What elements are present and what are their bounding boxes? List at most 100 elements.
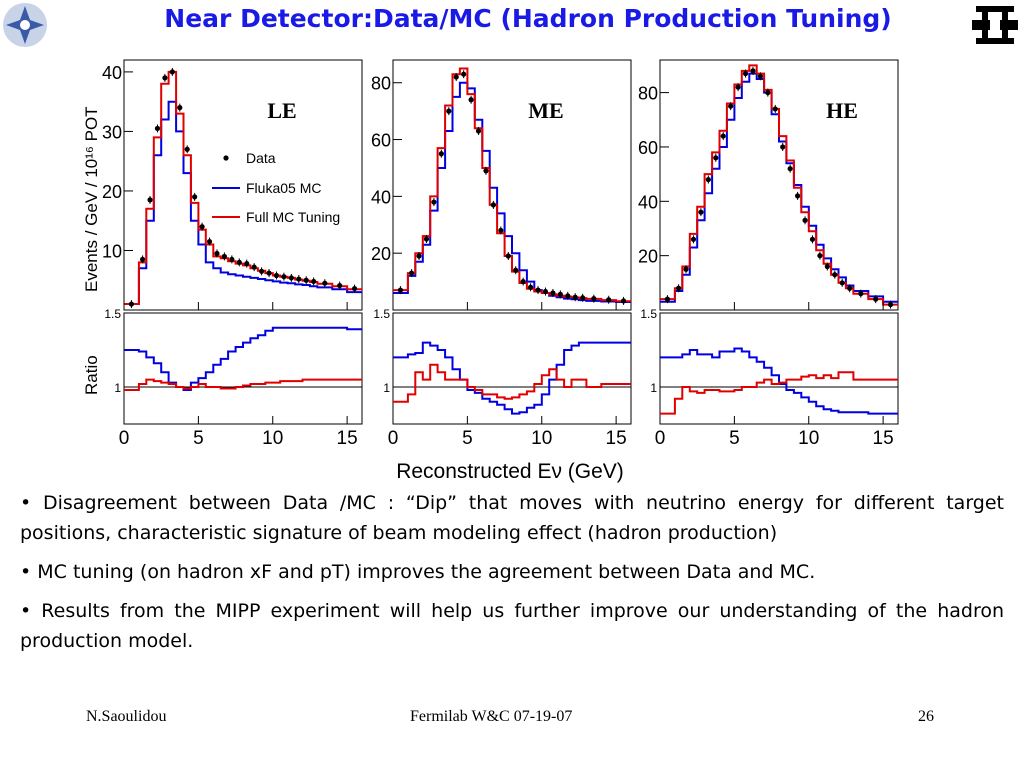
data-point [698,209,704,215]
data-point [303,277,309,283]
x-tick-label: 5 [462,428,473,449]
data-point [192,194,198,200]
ratio-frame-le [123,312,363,425]
fluka-mc-series-le [124,100,362,305]
data-point [311,278,317,285]
ratio-frame-me [392,312,632,425]
data-point [351,285,358,292]
data-point [337,282,343,289]
data-point [591,296,597,302]
data-point [713,155,719,161]
data-point [461,71,467,77]
data-point [229,256,235,263]
footer-event: Fermilab W&C 07-19-07 [410,708,573,725]
data-point [765,90,771,96]
data-point [128,301,135,307]
data-point [147,197,153,203]
data-point [750,68,756,74]
y-tick-label: 40 [371,187,391,207]
data-point [468,97,474,103]
ratio-fluka-series-he [660,347,898,415]
data-point [431,199,437,205]
data-point [675,285,682,291]
x-axis-label: Reconstructed Eν (GeV) [396,460,624,483]
data-point [408,270,415,276]
data-point [236,259,242,265]
data-point [557,291,563,297]
tuned-mc-series-me [393,67,631,303]
data-point [728,103,734,109]
data-point [873,296,879,302]
data-point [580,295,586,301]
data-point [809,236,816,242]
bullet-item: • MC tuning (on hadron xF and pT) improv… [20,561,816,583]
data-point [273,272,280,279]
data-point [498,227,504,234]
footer-page-number: 26 [918,708,934,725]
data-point [735,84,741,90]
data-point [258,268,265,274]
data-point [887,301,894,308]
legend-label: Fluka05 MC [246,180,321,196]
ratio-axis-label: Ratio [82,355,101,395]
y-tick-label: 40 [638,192,658,212]
data-point [683,266,689,272]
y-tick-label: 80 [638,84,658,104]
data-point [244,260,250,267]
ratio-tuned-series-le [124,378,362,391]
x-tick-label: 10 [798,428,819,449]
data-point [490,202,497,208]
x-tick-label: 5 [729,428,740,449]
footer-author: N.Saoulidou [86,708,167,725]
ratio-fluka-series-me [393,341,631,415]
ratio-tuned-series-me [393,363,631,403]
data-point [483,168,489,174]
data-point [720,133,726,139]
data-point [513,267,519,273]
x-tick-label: 0 [388,428,399,449]
data-point [690,236,697,242]
data-point [446,108,452,114]
data-point [780,144,786,150]
x-tick-label: 5 [193,428,204,449]
plot-frame-he [659,59,899,311]
panel-label-le: LE [267,98,296,123]
data-point [572,294,578,300]
panel-label-me: ME [528,98,563,123]
data-point [664,296,671,302]
data-point [520,278,526,285]
x-tick-label: 15 [873,428,894,449]
data-point [802,217,808,223]
x-tick-label: 10 [531,428,552,449]
data-point [550,290,556,296]
x-tick-label: 15 [606,428,627,449]
data-point [438,151,444,157]
ratio-tick-label: 1 [114,381,121,395]
data-point [565,293,571,299]
ratio-tick-label: 1.5 [640,307,657,321]
data-point [322,280,328,286]
data-point [542,288,549,295]
y-tick-label: 20 [371,244,391,264]
data-point [620,298,627,304]
data-point [757,73,764,79]
data-point [535,287,541,293]
tuned-mc-series-le [124,70,362,305]
ratio-tick-label: 1.5 [104,307,121,321]
bullet-item: • Results from the MIPP experiment will … [20,600,1004,652]
data-point [177,105,183,111]
x-tick-label: 15 [337,428,358,449]
legend-label: Full MC Tuning [246,209,340,225]
data-point [772,106,778,112]
y-tick-label: 30 [102,122,122,142]
y-tick-label: 80 [371,74,391,94]
y-tick-label: 20 [102,182,122,202]
data-point [794,193,801,199]
data-point [199,224,205,230]
ratio-tick-label: 1.5 [373,307,390,321]
y-tick-label: 60 [638,138,658,158]
ratio-tuned-series-he [660,371,898,415]
y-tick-label: 40 [102,63,122,83]
data-point [206,238,213,245]
plot-frame-me [392,59,632,311]
